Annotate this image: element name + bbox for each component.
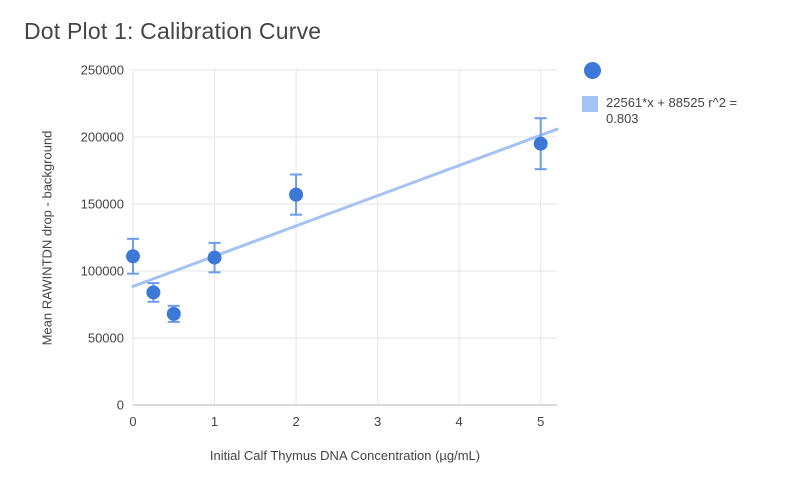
y-tick-label: 100000 [81, 264, 124, 279]
trend-line [131, 127, 559, 288]
x-tick-label: 0 [129, 414, 136, 429]
trendline-legend-label: 22561*x + 88525 r^2 = 0.803 [606, 95, 738, 127]
x-tick-label: 1 [211, 414, 218, 429]
y-tick-label: 0 [117, 398, 124, 413]
x-tick-label: 5 [537, 414, 544, 429]
y-tick-label: 250000 [81, 63, 124, 78]
x-tick-label: 3 [374, 414, 381, 429]
chart-title: Dot Plot 1: Calibration Curve [24, 18, 322, 44]
y-axis-label: Mean RAWINTDN drop - background [39, 130, 55, 346]
x-tick-label: 2 [292, 414, 299, 429]
x-tick-label: 4 [456, 414, 463, 429]
data-point[interactable] [126, 249, 140, 264]
y-tick-label: 200000 [81, 130, 124, 145]
data-point[interactable] [289, 187, 304, 202]
y-tick-label: 50000 [88, 331, 124, 346]
data-point[interactable] [146, 285, 161, 300]
x-axis-label: Initial Calf Thymus DNA Concentration (µ… [209, 448, 481, 463]
trendline-legend-marker [582, 96, 598, 112]
data-point[interactable] [207, 250, 222, 265]
legend: 22561*x + 88525 r^2 = 0.803 [582, 62, 782, 128]
trendline-legend-item: 22561*x + 88525 r^2 = 0.803 [582, 95, 782, 128]
data-point[interactable] [166, 306, 181, 321]
series-legend-marker [584, 62, 601, 79]
y-tick-label: 150000 [81, 197, 124, 212]
data-point[interactable] [533, 136, 548, 151]
